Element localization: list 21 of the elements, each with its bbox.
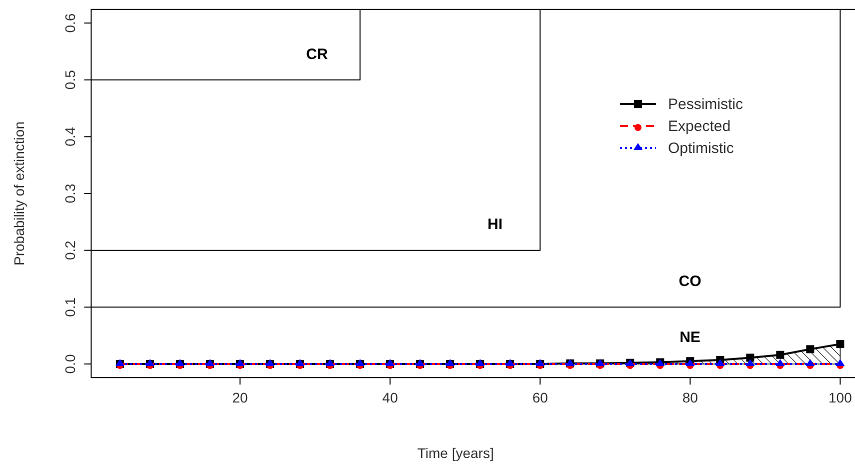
- y-tick-label: 0.1: [62, 297, 78, 317]
- y-tick-label: 0.5: [62, 70, 78, 90]
- legend-label: Pessimistic: [668, 96, 744, 113]
- y-tick-label: 0.3: [62, 184, 78, 204]
- x-tick-label: 100: [828, 390, 852, 406]
- x-tick-label: 20: [232, 390, 248, 406]
- annotation: NE: [680, 328, 700, 346]
- x-axis-title: Time [years]: [417, 445, 494, 461]
- y-tick-label: 0.0: [62, 354, 78, 374]
- y-tick-label: 0.4: [62, 126, 78, 146]
- legend-label: Expected: [668, 118, 731, 135]
- x-tick-label: 40: [382, 390, 398, 406]
- x-tick-label: 60: [532, 390, 548, 406]
- legend-label: Optimistic: [668, 140, 734, 157]
- annotation: CO: [678, 272, 702, 290]
- annotation: HI: [488, 216, 502, 233]
- y-axis-title: Probability of extinction: [11, 122, 27, 266]
- y-tick-label: 0.2: [62, 240, 78, 260]
- x-tick-label: 80: [682, 390, 698, 406]
- y-tick-label: 0.6: [62, 13, 78, 33]
- annotation: CR: [306, 46, 328, 63]
